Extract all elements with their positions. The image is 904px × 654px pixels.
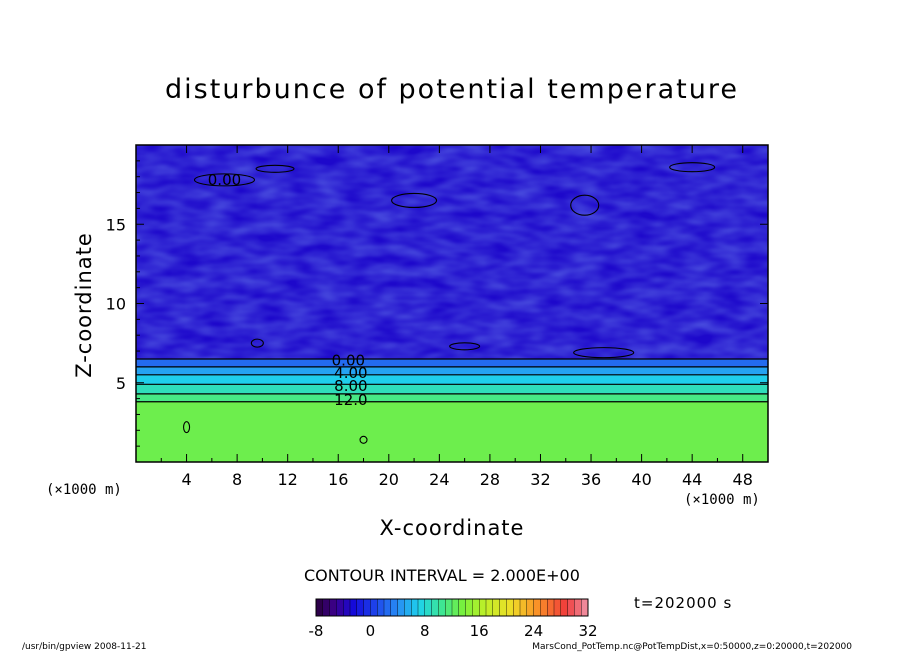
x-tick-label: 12 xyxy=(278,470,298,489)
contour-line xyxy=(250,338,264,348)
contour-label: 12.0 xyxy=(334,391,367,409)
contour-line xyxy=(183,421,191,434)
colorbar-cell xyxy=(465,598,473,617)
colorbar-cell xyxy=(574,598,582,617)
colorbar-tick-label: -8 xyxy=(309,622,324,640)
plot-area xyxy=(136,145,768,462)
y-tick-label: 15 xyxy=(106,215,126,234)
x-axis-label: X-coordinate xyxy=(379,516,525,540)
colorbar-cell xyxy=(336,598,344,617)
contour-line xyxy=(573,347,635,359)
colorbar-cell xyxy=(533,598,541,617)
colorbar-cell xyxy=(485,598,494,617)
contour-line xyxy=(570,194,600,216)
colorbar-cell xyxy=(411,598,419,617)
colorbar-cell xyxy=(519,598,528,617)
x-axis-unit: (×1000 m) xyxy=(684,492,760,508)
x-tick-label: 4 xyxy=(181,470,191,489)
footer-left: /usr/bin/gpview 2008-11-21 xyxy=(22,642,147,652)
colorbar-cell xyxy=(356,598,365,617)
contour-line xyxy=(255,164,295,173)
y-axis-unit: (×1000 m) xyxy=(46,482,122,498)
colorbar-cell xyxy=(404,598,412,617)
y-tick-label: 5 xyxy=(116,374,126,393)
colorbar-cell xyxy=(492,598,501,617)
colorbar-cell xyxy=(438,598,446,617)
y-tick-label: 10 xyxy=(106,295,126,314)
x-tick-label: 24 xyxy=(429,470,449,489)
contour-line xyxy=(669,162,716,173)
colorbar-tick-label: 32 xyxy=(578,622,597,640)
colorbar-frame xyxy=(315,598,589,617)
field-layer xyxy=(136,374,768,385)
colorbar-cell xyxy=(560,598,569,617)
time-label: t=202000 s xyxy=(634,594,733,612)
colorbar-tick-label: 24 xyxy=(524,622,543,640)
colorbar-cell xyxy=(458,598,467,617)
colorbar-cell xyxy=(322,598,331,617)
colorbar-cell xyxy=(547,598,555,617)
x-tick-label: 16 xyxy=(328,470,348,489)
colorbar-cell xyxy=(567,598,575,617)
contour-line xyxy=(449,342,481,351)
colorbar-cell xyxy=(479,598,487,617)
colorbar-cell xyxy=(424,598,433,617)
colorbar-cell xyxy=(417,598,426,617)
colorbar-tick-label: 8 xyxy=(420,622,430,640)
colorbar-cell xyxy=(472,598,480,617)
colorbar-cell xyxy=(363,598,371,617)
colorbar-cell xyxy=(315,598,324,617)
field-layer xyxy=(136,358,768,367)
colorbar-cell xyxy=(329,598,337,617)
contour-label: 4.00 xyxy=(334,364,367,382)
x-tick-label: 28 xyxy=(480,470,500,489)
colorbar-cell xyxy=(377,598,385,617)
colorbar-cell xyxy=(343,598,351,617)
colorbar-cell xyxy=(513,598,521,617)
colorbar-cell xyxy=(431,598,439,617)
colorbar-cell xyxy=(383,598,392,617)
contour-line xyxy=(359,435,368,444)
field-layer xyxy=(136,393,768,402)
colorbar-cell xyxy=(451,598,460,617)
y-axis-label: Z-coordinate xyxy=(72,232,96,378)
contour-label: 0.00 xyxy=(208,171,241,189)
x-tick-label: 48 xyxy=(733,470,753,489)
colorbar-cell xyxy=(499,598,507,617)
x-tick-label: 32 xyxy=(530,470,550,489)
colorbar-cell xyxy=(445,598,453,617)
x-tick-label: 20 xyxy=(379,470,399,489)
chart-title: disturbunce of potential temperature xyxy=(165,74,739,105)
field-texture xyxy=(136,145,768,359)
colorbar-tick-label: 16 xyxy=(470,622,489,640)
colorbar-cell xyxy=(581,598,589,617)
field-layer xyxy=(136,384,768,394)
field-layer xyxy=(136,401,768,462)
contour-interval: CONTOUR INTERVAL = 2.000E+00 xyxy=(304,566,580,585)
colorbar-cell xyxy=(397,598,405,617)
contour-line xyxy=(193,173,256,187)
colorbar-cell xyxy=(390,598,399,617)
colorbar-cell xyxy=(540,598,548,617)
colorbar: -8 0 8 16 24 32 xyxy=(309,598,598,640)
contour-label: 0.00 xyxy=(332,352,365,370)
footer-right: MarsCond_PotTemp.nc@PotTempDist,x=0:5000… xyxy=(532,642,852,652)
colorbar-cell xyxy=(506,598,514,617)
x-tick-label: 36 xyxy=(581,470,601,489)
contour-label: 8.00 xyxy=(334,377,367,395)
colorbar-cell xyxy=(526,598,535,617)
x-tick-label: 40 xyxy=(631,470,651,489)
colorbar-tick-label: 0 xyxy=(366,622,376,640)
contour-line xyxy=(391,192,438,209)
x-tick-label: 8 xyxy=(232,470,242,489)
colorbar-cell xyxy=(370,598,378,617)
field-layer xyxy=(136,366,768,375)
x-tick-label: 44 xyxy=(682,470,702,489)
colorbar-cell xyxy=(553,598,562,617)
colorbar-cell xyxy=(349,598,358,617)
